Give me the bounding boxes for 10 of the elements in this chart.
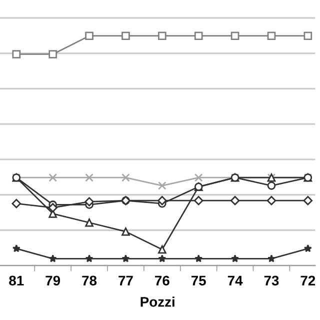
x-tick-label: 74 [228,276,243,286]
x-axis-title: Pozzi [140,296,174,307]
x-tick-label: 75 [191,276,206,286]
x-tick-label: 81 [9,276,24,286]
x-tick-label: 79 [46,276,60,286]
x-tick-label: 76 [155,276,170,286]
x-tick-label: 77 [118,276,133,286]
x-tick-label: 72 [300,276,316,286]
x-tick-label: 78 [82,276,97,286]
x-tick-label: 73 [264,276,279,286]
